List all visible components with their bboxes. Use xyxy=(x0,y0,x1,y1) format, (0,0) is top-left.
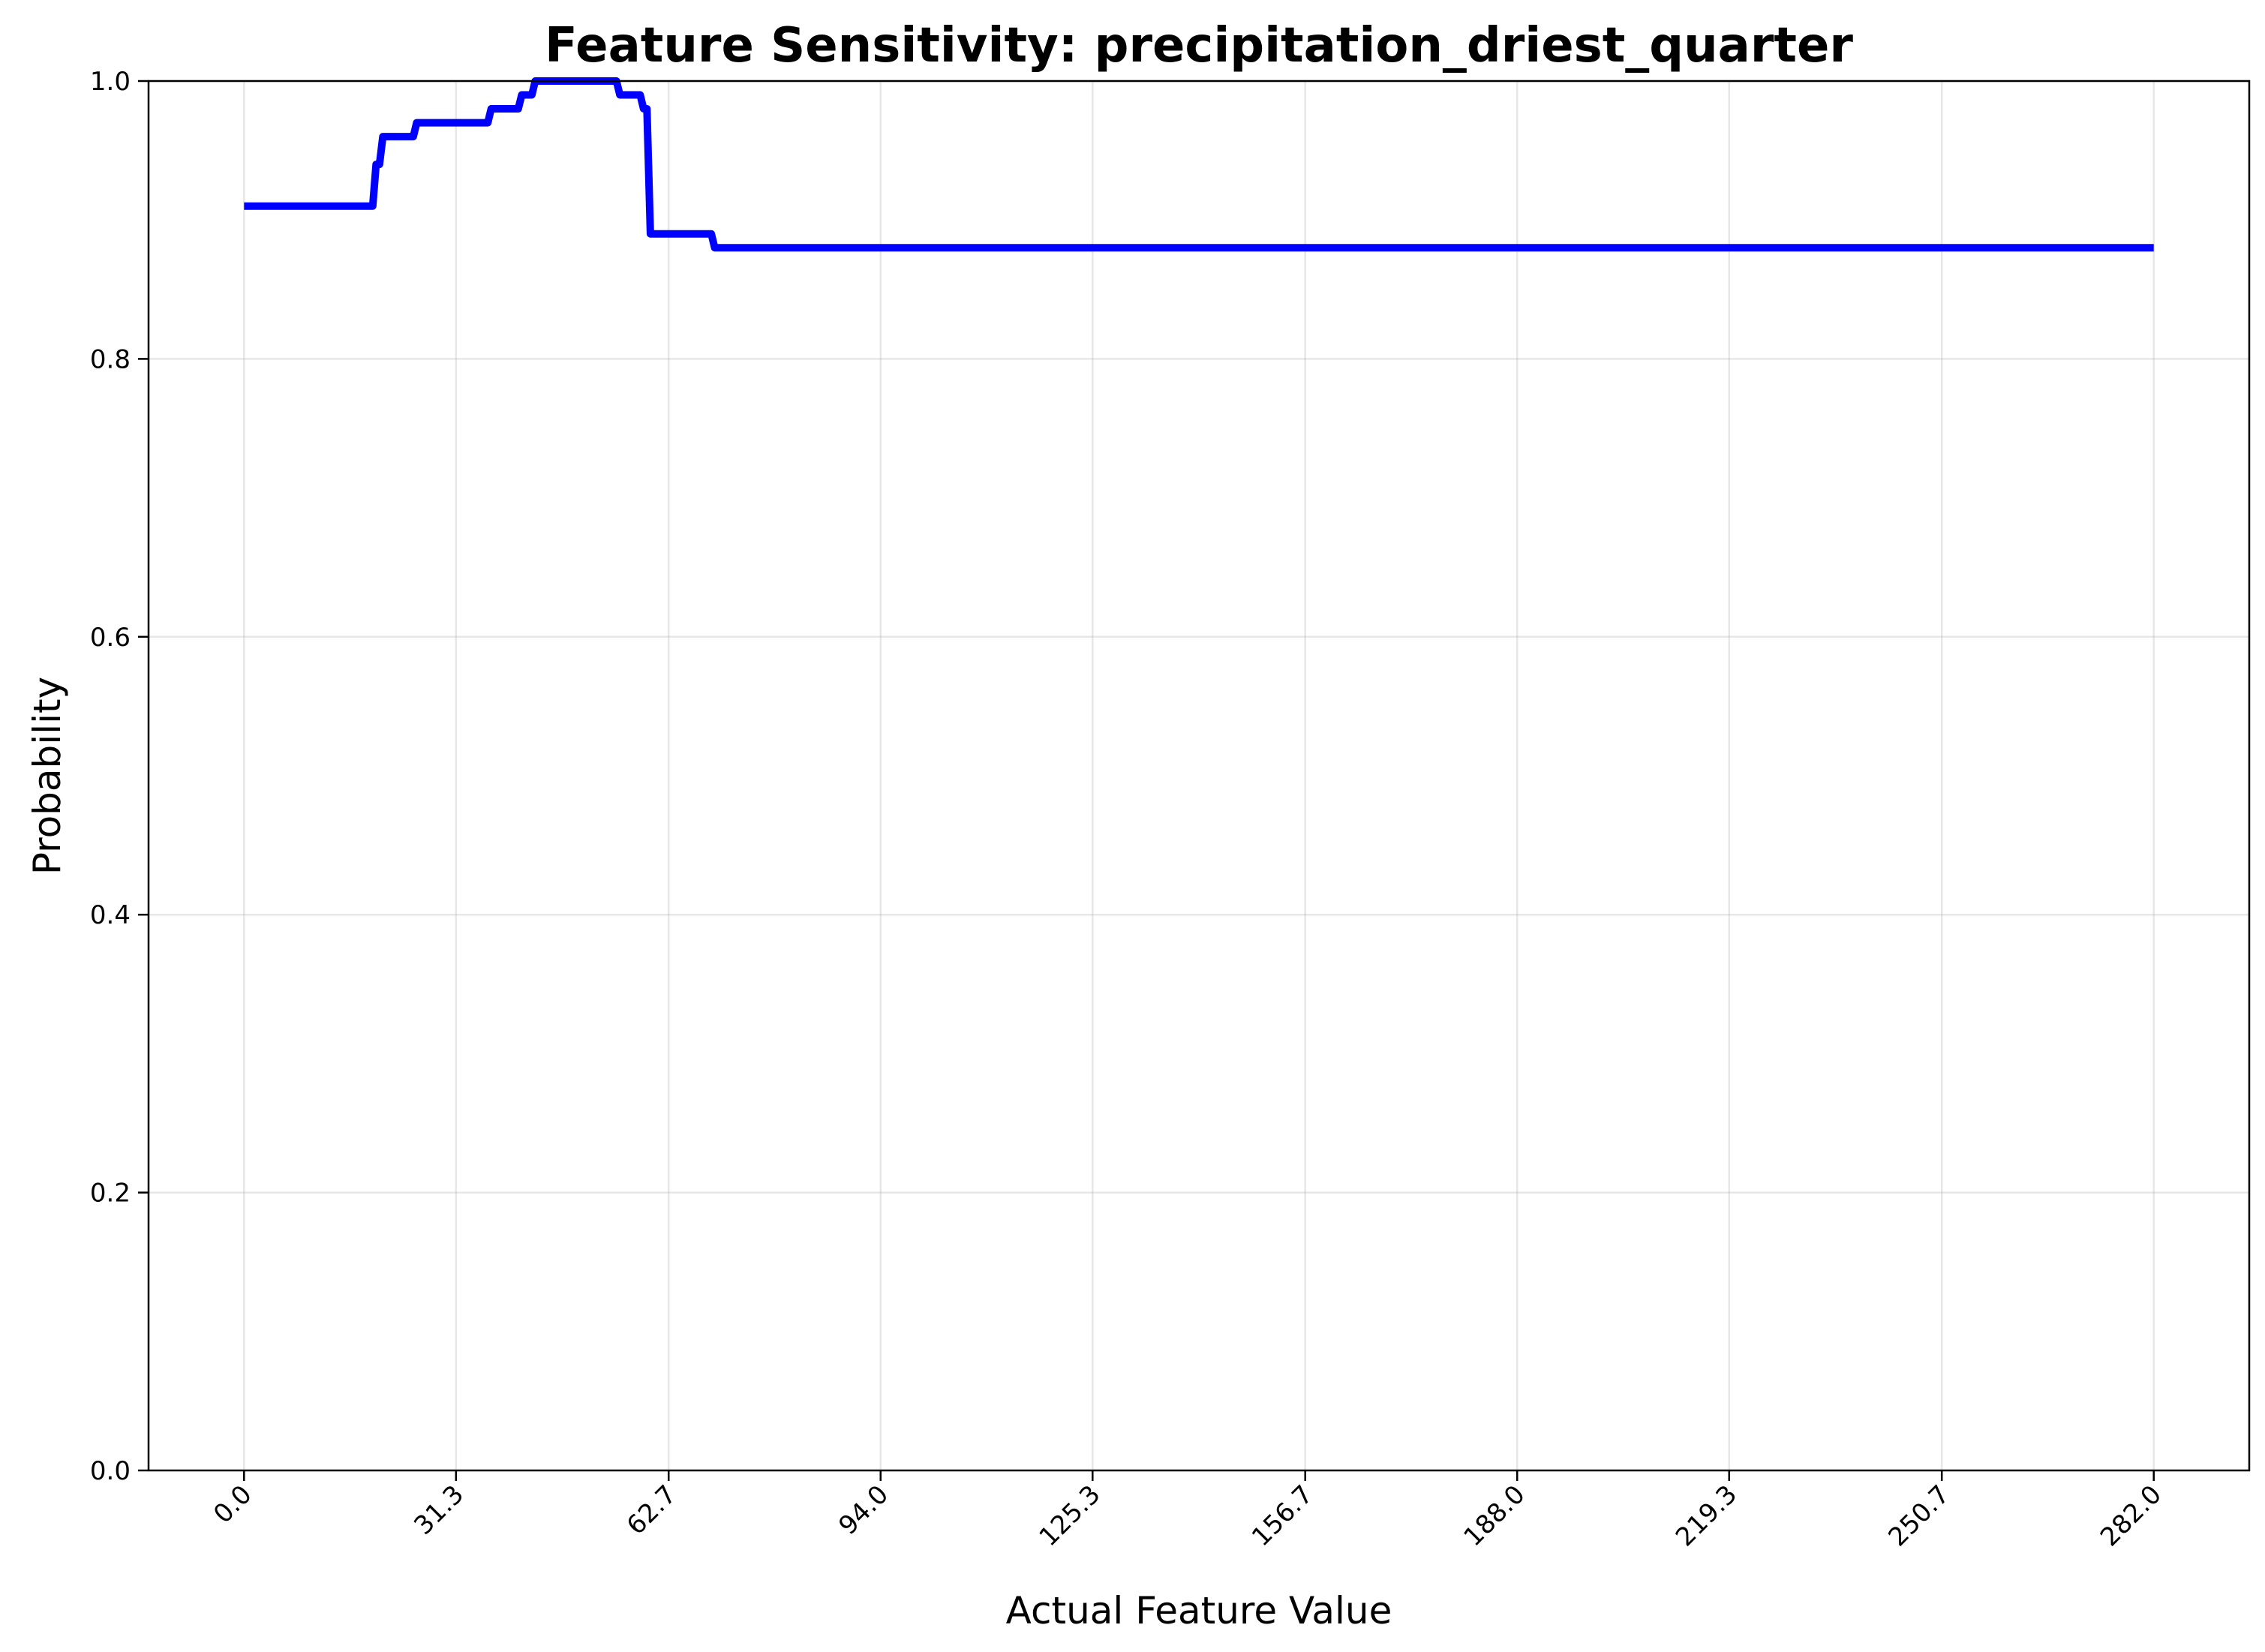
x-tick-label: 31.3 xyxy=(408,1479,470,1541)
x-axis-label: Actual Feature Value xyxy=(1006,1589,1392,1632)
x-tick-label: 156.7 xyxy=(1246,1479,1319,1552)
x-tick-label: 219.3 xyxy=(1670,1479,1743,1552)
x-tick-label: 125.3 xyxy=(1034,1479,1107,1552)
x-tick-label: 250.7 xyxy=(1882,1479,1955,1552)
x-tick-label: 282.0 xyxy=(2095,1479,2167,1552)
y-tick-label: 0.2 xyxy=(90,1179,131,1209)
plot-frame xyxy=(147,80,2251,1472)
chart-title: Feature Sensitivity: precipitation_dries… xyxy=(545,18,1853,74)
x-tick-label: 188.0 xyxy=(1458,1479,1531,1552)
y-axis-label: Probability xyxy=(26,677,69,875)
y-tick-label: 1.0 xyxy=(90,67,131,97)
y-tick-label: 0.4 xyxy=(90,900,131,930)
ticks: 0.0 31.3 62.7 94.0 125.3 156.7 188.0 219.3 250.7… xyxy=(90,67,2167,1552)
y-tick-label: 0.6 xyxy=(90,623,131,653)
x-tick-label: 0.0 xyxy=(208,1479,258,1530)
x-tick-label: 94.0 xyxy=(833,1479,894,1541)
y-tick-label: 0.8 xyxy=(90,344,131,374)
x-tick-label: 62.7 xyxy=(621,1479,683,1541)
y-tick-label: 0.0 xyxy=(90,1456,131,1486)
series-layer xyxy=(244,77,2154,252)
series-line-0 xyxy=(244,77,2154,252)
grid xyxy=(149,80,2249,1472)
